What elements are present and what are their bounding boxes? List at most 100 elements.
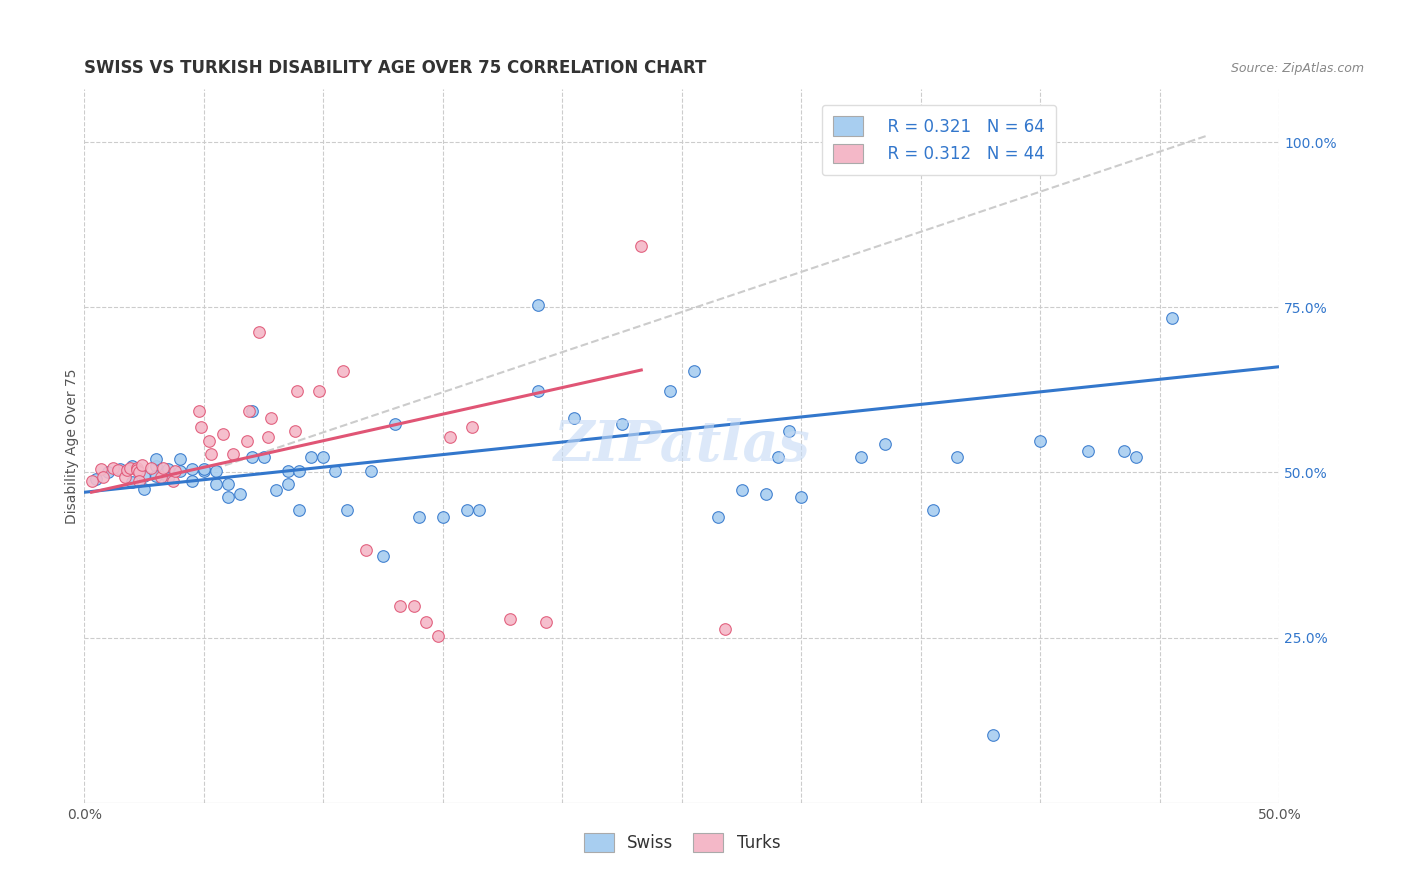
Point xyxy=(125,463,148,477)
Point xyxy=(284,424,307,438)
Point xyxy=(181,474,204,488)
Point xyxy=(200,447,222,461)
Point xyxy=(240,450,263,465)
Point xyxy=(193,462,215,476)
Point xyxy=(408,509,430,524)
Point xyxy=(432,509,454,524)
Point xyxy=(238,404,260,418)
Point xyxy=(118,460,141,475)
Point xyxy=(93,470,115,484)
Point xyxy=(90,462,112,476)
Point xyxy=(181,462,204,476)
Point xyxy=(101,460,124,475)
Point xyxy=(149,470,172,484)
Point xyxy=(415,615,437,630)
Point xyxy=(534,615,557,630)
Point xyxy=(612,417,634,432)
Point xyxy=(107,463,129,477)
Point xyxy=(190,420,212,434)
Point xyxy=(162,474,184,488)
Point xyxy=(145,452,167,467)
Point xyxy=(384,417,406,432)
Point xyxy=(229,487,252,501)
Text: SWISS VS TURKISH DISABILITY AGE OVER 75 CORRELATION CHART: SWISS VS TURKISH DISABILITY AGE OVER 75 … xyxy=(84,59,707,77)
Point xyxy=(527,384,550,399)
Point xyxy=(527,298,550,312)
Point xyxy=(388,599,411,613)
Point xyxy=(121,458,143,473)
Point xyxy=(325,464,347,478)
Point xyxy=(308,384,330,399)
Point xyxy=(205,476,228,491)
Point xyxy=(221,447,243,461)
Point xyxy=(714,622,737,636)
Point xyxy=(240,404,263,418)
Text: Source: ZipAtlas.com: Source: ZipAtlas.com xyxy=(1230,62,1364,76)
Point xyxy=(277,464,299,478)
Point xyxy=(630,239,652,253)
Point xyxy=(922,503,945,517)
Point xyxy=(128,465,150,479)
Point xyxy=(312,450,335,465)
Point xyxy=(110,462,132,476)
Point xyxy=(121,475,143,490)
Point xyxy=(193,464,215,478)
Point xyxy=(332,364,354,378)
Point xyxy=(260,410,283,425)
Point xyxy=(247,325,270,339)
Point xyxy=(875,437,897,451)
Point xyxy=(117,463,139,477)
Point xyxy=(683,364,706,378)
Point xyxy=(145,468,167,483)
Point xyxy=(1125,450,1147,465)
Point xyxy=(360,464,382,478)
Point xyxy=(80,474,103,488)
Point xyxy=(499,612,522,626)
Point xyxy=(766,450,789,465)
Point xyxy=(456,503,478,517)
Point xyxy=(564,410,586,425)
Point xyxy=(277,476,299,491)
Point xyxy=(141,460,163,475)
Point xyxy=(145,458,167,473)
Point xyxy=(169,452,191,467)
Point xyxy=(157,462,180,476)
Point xyxy=(427,629,450,643)
Point xyxy=(253,450,276,465)
Point xyxy=(755,487,778,501)
Point xyxy=(128,474,150,488)
Point xyxy=(97,466,120,480)
Point xyxy=(152,460,174,475)
Point xyxy=(197,434,219,448)
Point xyxy=(236,434,259,448)
Point xyxy=(125,460,148,475)
Point xyxy=(404,599,426,613)
Y-axis label: Disability Age Over 75: Disability Age Over 75 xyxy=(65,368,79,524)
Point xyxy=(336,503,359,517)
Point xyxy=(212,427,235,442)
Point xyxy=(264,483,287,498)
Point xyxy=(779,424,801,438)
Point xyxy=(288,464,311,478)
Text: ZIPatlas: ZIPatlas xyxy=(554,418,810,474)
Point xyxy=(659,384,682,399)
Point xyxy=(86,472,108,486)
Point xyxy=(131,458,153,472)
Point xyxy=(132,468,156,483)
Point xyxy=(439,430,461,444)
Point xyxy=(205,464,228,478)
Point xyxy=(157,471,180,485)
Point xyxy=(114,470,136,484)
Point xyxy=(707,509,730,524)
Point xyxy=(217,476,239,491)
Point xyxy=(851,450,873,465)
Point xyxy=(790,490,813,504)
Point xyxy=(169,464,191,478)
Legend: Swiss, Turks: Swiss, Turks xyxy=(576,826,787,859)
Point xyxy=(217,490,239,504)
Point xyxy=(731,483,754,498)
Point xyxy=(946,450,969,465)
Point xyxy=(1029,434,1052,448)
Point xyxy=(188,404,211,418)
Point xyxy=(257,430,280,444)
